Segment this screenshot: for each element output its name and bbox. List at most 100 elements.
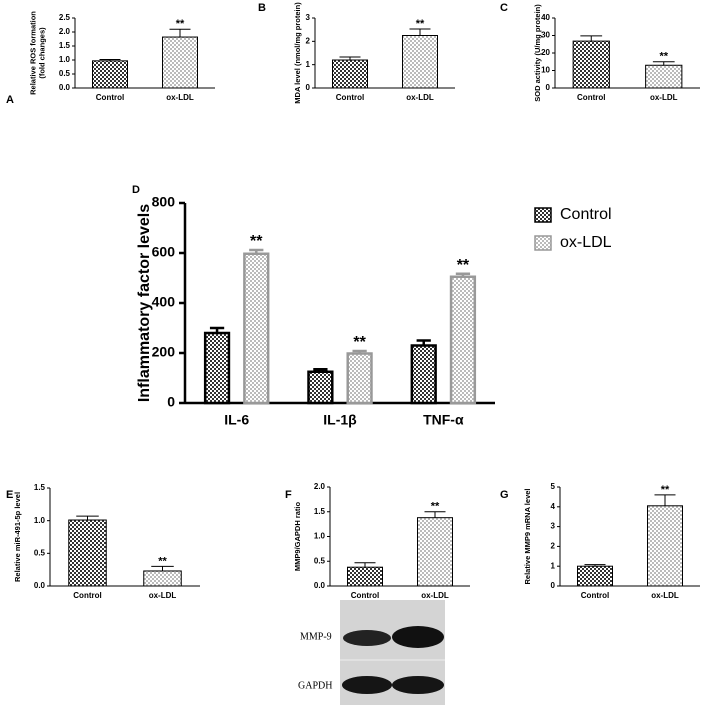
western-blot: MMP-9 GAPDH bbox=[298, 600, 445, 705]
x-tick-label: ox-LDL bbox=[651, 591, 679, 600]
legend-label: ox-LDL bbox=[560, 234, 612, 251]
y-axis-label: SOD activity (U/mg protein) bbox=[533, 4, 542, 102]
y-tick-label: 1.0 bbox=[59, 55, 71, 64]
x-tick-label: IL-1β bbox=[323, 412, 357, 428]
y-tick-label: 3 bbox=[551, 522, 556, 531]
y-tick-label: 0.5 bbox=[314, 556, 326, 565]
y-tick-label: 0 bbox=[167, 394, 175, 410]
panel-letter: G bbox=[500, 489, 509, 501]
panel: B 0 1 2 3 MDA level (nmol/mg protein) Control o… bbox=[258, 2, 455, 104]
panel: A 0.0 0.5 1.0 1.5 2.0 2.5 Relative ROS formatio… bbox=[6, 11, 215, 106]
y-tick-label: 1.5 bbox=[59, 41, 71, 50]
y-tick-label: 2 bbox=[551, 542, 556, 551]
bar bbox=[162, 36, 198, 89]
panel: F 0.0 0.5 1.0 1.5 2.0 MMP9/GAPDH ratio Control o… bbox=[285, 482, 470, 600]
x-tick-label: Control bbox=[96, 93, 124, 102]
y-tick-label: 0 bbox=[306, 83, 311, 92]
bar bbox=[68, 519, 107, 587]
x-tick-label: IL-6 bbox=[224, 412, 249, 428]
y-axis-label: Relative miR-491-5p level bbox=[13, 492, 22, 582]
panel-letter: F bbox=[285, 489, 292, 501]
y-tick-label: 3 bbox=[306, 13, 311, 22]
blot-label: MMP-9 bbox=[300, 631, 332, 642]
y-tick-label: 0.5 bbox=[59, 69, 71, 78]
y-tick-label: 400 bbox=[152, 294, 176, 310]
blot-band bbox=[392, 676, 444, 694]
panel-letter: E bbox=[6, 489, 13, 501]
y-axis-label: Relative MMP9 mRNA level bbox=[523, 488, 532, 584]
x-tick-label: Control bbox=[581, 591, 609, 600]
y-tick-label: 0 bbox=[551, 581, 556, 590]
y-tick-label: 1 bbox=[306, 60, 311, 69]
y-axis-label: Inflammatory factor levels bbox=[136, 204, 153, 402]
y-tick-label: 0 bbox=[546, 83, 551, 92]
bar bbox=[243, 252, 270, 405]
x-tick-label: ox-LDL bbox=[406, 93, 434, 102]
x-tick-label: ox-LDL bbox=[650, 93, 678, 102]
y-axis-label: (fold changes) bbox=[37, 27, 46, 79]
x-tick-label: ox-LDL bbox=[166, 93, 194, 102]
bar bbox=[332, 59, 368, 89]
bar bbox=[572, 40, 610, 89]
y-tick-label: 2.5 bbox=[59, 13, 71, 22]
y-tick-label: 2 bbox=[306, 36, 311, 45]
y-tick-label: 200 bbox=[152, 344, 176, 360]
significance: ** bbox=[431, 501, 440, 513]
y-axis-label: MDA level (nmol/mg protein) bbox=[293, 2, 302, 104]
significance: ** bbox=[659, 51, 668, 63]
panel: E 0.0 0.5 1.0 1.5 Relative miR-491-5p level Co… bbox=[6, 483, 200, 600]
bar bbox=[203, 331, 231, 405]
x-tick-label: ox-LDL bbox=[149, 591, 177, 600]
significance: ** bbox=[661, 484, 670, 496]
y-tick-label: 800 bbox=[152, 194, 176, 210]
y-tick-label: 0.0 bbox=[59, 83, 71, 92]
bar bbox=[647, 505, 683, 587]
y-tick-label: 10 bbox=[541, 66, 550, 75]
y-tick-label: 0.5 bbox=[34, 548, 46, 557]
panel-letter: A bbox=[6, 94, 14, 106]
legend-swatch bbox=[534, 235, 552, 251]
panel: G 0 1 2 3 4 5 Relative MMP9 mRNA level Control ox… bbox=[500, 482, 700, 600]
bar bbox=[92, 60, 128, 89]
y-tick-label: 1.0 bbox=[34, 516, 46, 525]
significance: ** bbox=[353, 334, 366, 351]
bar bbox=[402, 35, 438, 89]
legend-label: Control bbox=[560, 206, 612, 223]
panel-letter: B bbox=[258, 2, 266, 14]
significance: ** bbox=[457, 257, 470, 274]
x-tick-label: TNF-α bbox=[423, 412, 464, 428]
y-tick-label: 0.0 bbox=[34, 581, 46, 590]
blot-label: GAPDH bbox=[298, 680, 332, 691]
x-tick-label: Control bbox=[351, 591, 379, 600]
bar bbox=[346, 352, 373, 405]
legend-swatch bbox=[534, 207, 552, 223]
bar bbox=[449, 275, 477, 405]
blot-band bbox=[392, 626, 444, 648]
y-tick-label: 1.5 bbox=[34, 483, 46, 492]
significance: ** bbox=[158, 555, 167, 567]
y-axis-label: MMP9/GAPDH ratio bbox=[293, 502, 302, 572]
bar bbox=[645, 64, 683, 89]
x-tick-label: ox-LDL bbox=[421, 591, 449, 600]
y-tick-label: 1.5 bbox=[314, 507, 326, 516]
significance: ** bbox=[250, 233, 263, 250]
bar bbox=[577, 565, 613, 587]
significance: ** bbox=[416, 18, 425, 30]
y-tick-label: 30 bbox=[541, 31, 550, 40]
y-tick-label: 1 bbox=[551, 561, 556, 570]
significance: ** bbox=[176, 18, 185, 30]
x-tick-label: Control bbox=[73, 591, 101, 600]
panel-letter: C bbox=[500, 2, 508, 14]
bar bbox=[143, 570, 182, 587]
bar bbox=[410, 344, 437, 405]
y-tick-label: 2.0 bbox=[59, 27, 71, 36]
panel-letter: D bbox=[132, 184, 140, 196]
y-tick-label: 1.0 bbox=[314, 532, 326, 541]
y-tick-label: 4 bbox=[551, 502, 556, 511]
y-tick-label: 40 bbox=[541, 13, 550, 22]
blot-band bbox=[343, 630, 391, 646]
blot-band bbox=[342, 676, 392, 694]
